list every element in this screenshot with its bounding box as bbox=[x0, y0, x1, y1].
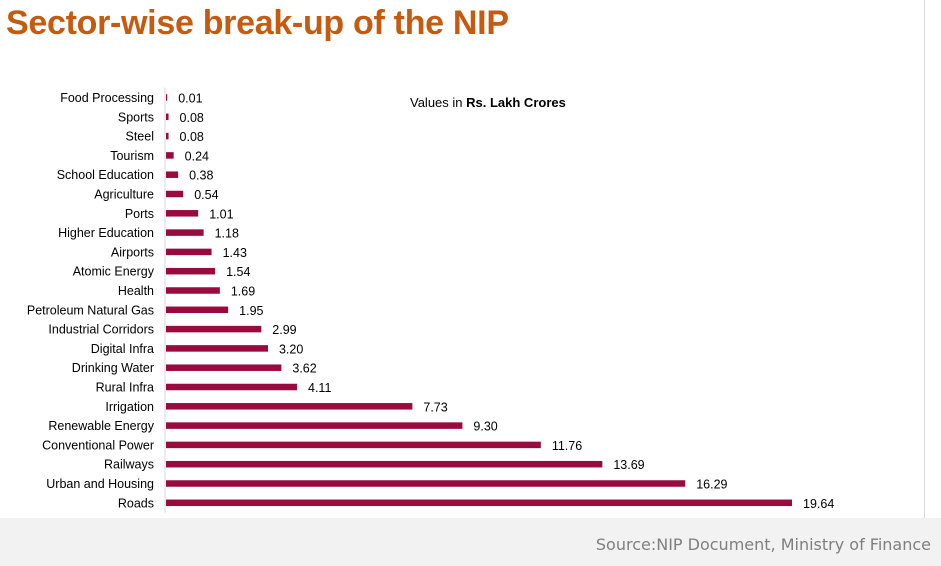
bar-digital-infra bbox=[166, 345, 268, 352]
bar-conventional-power bbox=[166, 441, 541, 449]
bar-chart: Food Processing Sports Steel Tourism School … bbox=[27, 87, 834, 513]
value-label: 4.11 bbox=[308, 381, 331, 395]
value-label: 0.01 bbox=[178, 92, 202, 106]
footer-bar: Source:NIP Document, Ministry of Finance bbox=[0, 518, 941, 566]
value-label: 0.38 bbox=[189, 169, 213, 183]
units-prefix: Values in bbox=[410, 95, 466, 110]
value-label: 0.08 bbox=[180, 130, 204, 144]
bar-tourism bbox=[166, 152, 174, 159]
bar-rural-infra bbox=[166, 383, 298, 391]
bar-renewable-energy bbox=[166, 422, 463, 429]
category-label: Railways bbox=[104, 458, 154, 472]
value-label: 0.24 bbox=[185, 149, 209, 163]
bar-roads bbox=[166, 499, 792, 507]
category-label: Atomic Energy bbox=[73, 265, 155, 279]
value-label: 9.30 bbox=[473, 420, 497, 434]
bar-petroleum-natural-gas bbox=[166, 306, 229, 314]
category-label: Digital Infra bbox=[91, 342, 154, 356]
bar-railways bbox=[166, 460, 603, 468]
page-title: Sector-wise break-up of the NIP bbox=[6, 4, 509, 42]
value-label: 1.54 bbox=[226, 265, 250, 279]
bar-health bbox=[166, 287, 220, 294]
bars-group bbox=[166, 94, 792, 507]
bar-higher-education bbox=[166, 229, 204, 236]
category-label: Food Processing bbox=[60, 91, 154, 105]
value-label: 3.62 bbox=[292, 362, 316, 376]
value-label: 1.01 bbox=[209, 207, 233, 221]
value-label: 3.20 bbox=[279, 342, 303, 356]
category-labels-group: Food Processing Sports Steel Tourism School … bbox=[27, 91, 155, 510]
category-label: Rural Infra bbox=[96, 381, 154, 395]
category-label: Steel bbox=[126, 130, 155, 144]
value-label: 1.95 bbox=[239, 304, 263, 318]
bar-drinking-water bbox=[166, 364, 282, 371]
bar-urban-and-housing bbox=[166, 480, 686, 487]
value-label: 19.64 bbox=[803, 497, 834, 511]
category-label: Irrigation bbox=[105, 400, 154, 414]
category-label: Health bbox=[118, 284, 154, 298]
value-label: 1.69 bbox=[231, 285, 255, 299]
category-label: School Education bbox=[57, 168, 154, 182]
bar-ports bbox=[166, 210, 199, 217]
category-label: Renewable Energy bbox=[48, 419, 154, 433]
units-note: Values in Rs. Lakh Crores bbox=[410, 95, 566, 110]
source-note: Source:NIP Document, Ministry of Finance bbox=[595, 535, 931, 554]
category-label: Conventional Power bbox=[42, 438, 154, 452]
value-label: 13.69 bbox=[613, 458, 644, 472]
bar-airports bbox=[166, 248, 212, 256]
bar-irrigation bbox=[166, 403, 413, 410]
bar-industrial-corridors bbox=[166, 325, 262, 333]
value-labels-group: 0.01 0.08 0.08 0.24 0.38 0.54 1.01 1.18 1.43 1.54… bbox=[178, 92, 834, 511]
right-divider bbox=[924, 0, 925, 518]
bar-food-processing bbox=[166, 94, 168, 101]
category-label: Higher Education bbox=[58, 226, 154, 240]
bar-agriculture bbox=[166, 190, 184, 198]
category-label: Urban and Housing bbox=[46, 477, 154, 491]
bar-sports bbox=[166, 113, 169, 121]
bar-school-education bbox=[166, 171, 179, 178]
units-value: Rs. Lakh Crores bbox=[466, 95, 566, 110]
value-label: 7.73 bbox=[423, 400, 447, 414]
category-label: Drinking Water bbox=[72, 361, 154, 375]
value-label: 1.18 bbox=[215, 227, 239, 241]
category-label: Sports bbox=[118, 110, 154, 124]
category-label: Petroleum Natural Gas bbox=[27, 303, 154, 317]
value-label: 0.08 bbox=[180, 111, 204, 125]
value-label: 16.29 bbox=[696, 478, 727, 492]
category-label: Tourism bbox=[110, 149, 154, 163]
bar-steel bbox=[166, 132, 169, 140]
bar-atomic-energy bbox=[166, 267, 216, 275]
category-label: Industrial Corridors bbox=[48, 323, 154, 337]
category-label: Airports bbox=[111, 245, 154, 259]
value-label: 2.99 bbox=[272, 323, 296, 337]
category-label: Roads bbox=[118, 496, 154, 510]
category-label: Agriculture bbox=[94, 188, 154, 202]
value-label: 0.54 bbox=[194, 188, 218, 202]
value-label: 1.43 bbox=[223, 246, 247, 260]
category-label: Ports bbox=[125, 207, 154, 221]
value-label: 11.76 bbox=[552, 439, 582, 453]
